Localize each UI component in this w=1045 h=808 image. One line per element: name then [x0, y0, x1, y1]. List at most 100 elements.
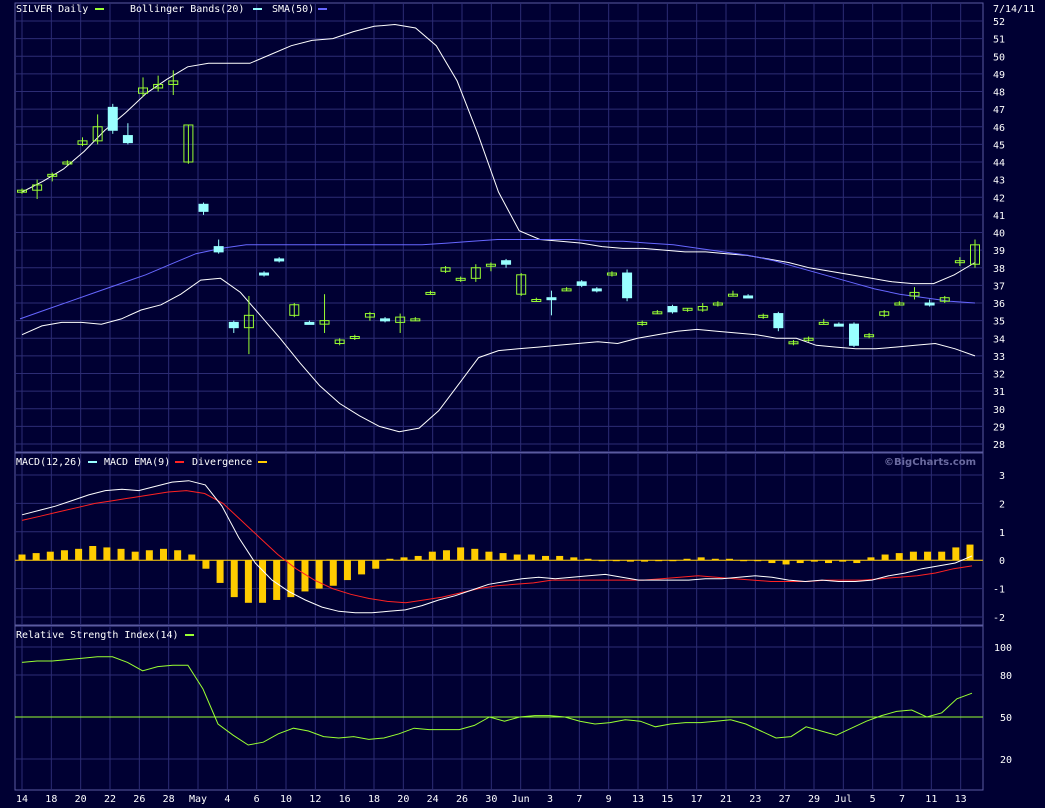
x-tick-label: Jun	[512, 794, 530, 805]
candle-body	[92, 126, 103, 142]
price-tick-label: 41	[993, 211, 1005, 222]
candle-body	[425, 291, 436, 295]
price-tick-label: 29	[993, 422, 1005, 433]
candle-body	[727, 293, 738, 297]
candle-body	[410, 318, 421, 322]
divergence-bar	[683, 558, 691, 561]
candle-body	[682, 307, 693, 311]
divergence-bar	[556, 555, 564, 561]
price-tick-label: 48	[993, 88, 1005, 99]
divergence-bar	[315, 560, 323, 589]
candle-body	[848, 323, 859, 346]
candle-body	[833, 323, 844, 327]
divergence-bar	[287, 560, 295, 598]
candle-body	[818, 321, 829, 325]
candle-body	[153, 83, 164, 89]
divergence-bar	[414, 555, 422, 561]
candle-body	[879, 311, 890, 316]
candle-body	[622, 272, 633, 299]
candle-body	[591, 288, 602, 292]
candle-body	[576, 281, 587, 286]
candle-body	[47, 173, 58, 177]
macd-line	[21, 480, 973, 614]
divergence-bar	[485, 551, 493, 561]
candle-body	[531, 298, 542, 302]
divergence-bar	[924, 551, 932, 561]
candle-body	[319, 320, 330, 325]
x-tick-label: 27	[779, 794, 791, 805]
divergence-bar	[810, 560, 818, 562]
x-tick-label: 7	[899, 794, 905, 805]
x-tick-label: 14	[16, 794, 28, 805]
candle-body	[334, 339, 345, 345]
macd-legend-swatch	[88, 461, 97, 463]
candle-body	[773, 313, 784, 329]
x-tick-label: 3	[547, 794, 553, 805]
divergence-bar	[655, 560, 663, 562]
divergence-bar	[400, 557, 408, 561]
price-tick-label: 30	[993, 405, 1005, 416]
rsi-label: Relative Strength Index(14)	[16, 630, 179, 641]
rsi-tick-label: 20	[1000, 755, 1012, 766]
price-tick-label: 37	[993, 281, 1005, 292]
divergence-bar	[768, 560, 776, 564]
macd-tick-label: 3	[999, 471, 1005, 482]
divergence-bar	[60, 550, 68, 561]
rsi-line	[21, 656, 973, 746]
candle-body	[939, 297, 950, 302]
x-tick-label: 4	[224, 794, 230, 805]
candle-body	[259, 272, 270, 276]
candle-body	[289, 304, 300, 316]
candle-body	[758, 314, 769, 318]
divergence-bar	[32, 553, 40, 561]
x-tick-label: 18	[368, 794, 380, 805]
macd-ema-legend-swatch	[175, 461, 184, 463]
divergence-bar	[273, 560, 281, 600]
symbol-legend-swatch	[95, 8, 104, 10]
divergence-bar	[46, 551, 54, 561]
watermark: ©BigCharts.com	[884, 457, 976, 468]
divergence-bar	[598, 560, 606, 562]
divergence-bar	[853, 560, 861, 564]
divergence-bar	[188, 554, 196, 561]
divergence-bar	[527, 554, 535, 561]
candle-body	[909, 291, 920, 297]
price-tick-label: 43	[993, 176, 1005, 187]
divergence-bar	[867, 557, 875, 561]
x-tick-label: 20	[397, 794, 409, 805]
panel-frame-0	[14, 2, 984, 453]
x-tick-label: 12	[309, 794, 321, 805]
x-tick-label: 13	[632, 794, 644, 805]
price-tick-label: 28	[993, 440, 1005, 451]
divergence-bar	[626, 560, 634, 562]
candle-body	[788, 341, 799, 345]
x-tick-label: 30	[485, 794, 497, 805]
candle-body	[168, 80, 179, 85]
x-tick-label: Jul	[834, 794, 852, 805]
divergence-bar	[259, 560, 267, 603]
divergence-bar	[542, 555, 550, 561]
divergence-bar	[570, 557, 578, 561]
rsi-tick-label: 100	[994, 643, 1012, 654]
divergence-bar	[938, 551, 946, 561]
price-tick-label: 45	[993, 140, 1005, 151]
symbol-label: SILVER Daily	[16, 4, 88, 15]
divergence-bar	[725, 558, 733, 561]
candle-body	[138, 87, 149, 94]
candle-body	[743, 295, 754, 299]
macd-tick-label: 1	[999, 528, 1005, 539]
candle-body	[198, 203, 209, 212]
bollinger-upper-line	[21, 23, 976, 285]
rsi-panel	[15, 656, 983, 746]
candle-body	[228, 321, 239, 329]
x-tick-label: May	[189, 794, 207, 805]
x-tick-label: 15	[661, 794, 673, 805]
x-tick-label: 18	[45, 794, 57, 805]
candle-body	[455, 277, 466, 281]
x-tick-label: 20	[75, 794, 87, 805]
divergence-bar	[117, 548, 125, 561]
candle-body	[243, 314, 254, 329]
divergence-legend-swatch	[258, 461, 267, 463]
